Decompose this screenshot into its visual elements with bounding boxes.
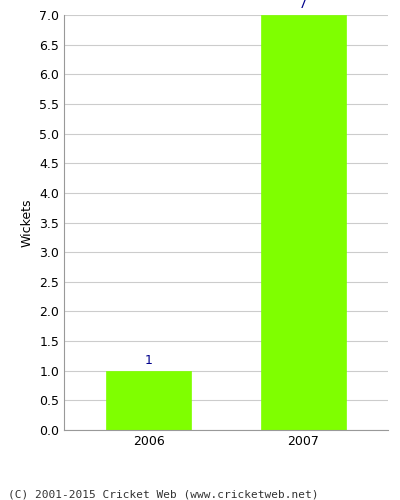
- Text: 7: 7: [299, 0, 307, 12]
- Text: (C) 2001-2015 Cricket Web (www.cricketweb.net): (C) 2001-2015 Cricket Web (www.cricketwe…: [8, 490, 318, 500]
- Text: 1: 1: [145, 354, 153, 367]
- Bar: [261, 15, 346, 430]
- Y-axis label: Wickets: Wickets: [20, 198, 34, 246]
- Bar: [106, 370, 191, 430]
